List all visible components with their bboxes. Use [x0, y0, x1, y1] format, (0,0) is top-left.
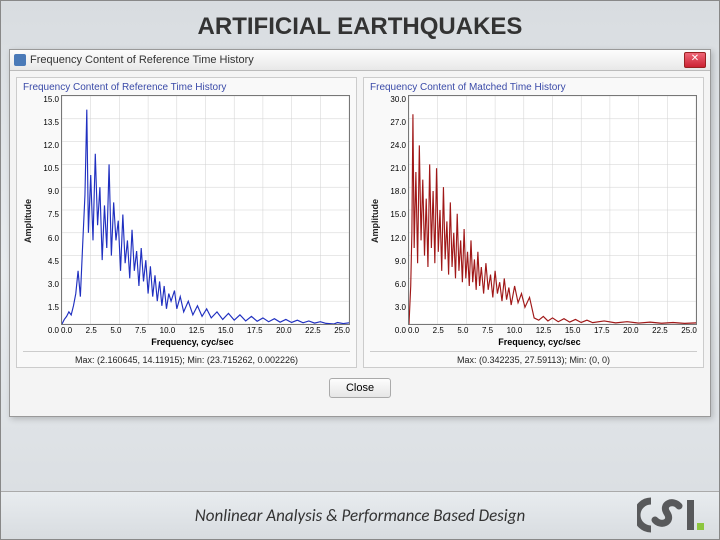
right-plot: [408, 95, 697, 325]
left-chart-title: Frequency Content of Reference Time Hist…: [23, 82, 350, 93]
left-stats: Max: (2.160645, 14.11915); Min: (23.7152…: [23, 351, 350, 365]
right-xlabel: Frequency, cyc/sec: [382, 337, 697, 347]
window-title: Frequency Content of Reference Time Hist…: [30, 54, 254, 66]
left-plot: [61, 95, 350, 325]
close-icon[interactable]: ✕: [684, 52, 706, 68]
footer: Nonlinear Analysis & Performance Based D…: [1, 491, 719, 539]
close-button[interactable]: Close: [329, 378, 391, 398]
left-xlabel: Frequency, cyc/sec: [35, 337, 350, 347]
right-yticks: 30.027.024.021.018.015.012.09.06.03.00.0: [384, 95, 406, 335]
right-xticks: 0.02.55.07.510.012.515.017.520.022.525.0: [408, 325, 697, 335]
right-ylabel: Amplitude: [370, 199, 380, 243]
titlebar: Frequency Content of Reference Time Hist…: [10, 50, 710, 71]
right-chart-title: Frequency Content of Matched Time Histor…: [370, 82, 697, 93]
left-yticks: 15.013.512.010.59.07.56.04.53.01.50.0: [37, 95, 59, 335]
window-body: Frequency Content of Reference Time Hist…: [10, 71, 710, 416]
csi-logo-icon: [637, 497, 705, 533]
left-ylabel: Amplitude: [23, 199, 33, 243]
right-stats: Max: (0.342235, 27.59113); Min: (0, 0): [370, 351, 697, 365]
left-xticks: 0.02.55.07.510.012.515.017.520.022.525.0: [61, 325, 350, 335]
left-panel: Frequency Content of Reference Time Hist…: [16, 77, 357, 368]
app-icon: [14, 54, 26, 66]
footer-text: Nonlinear Analysis & Performance Based D…: [195, 505, 525, 526]
page-title: ARTIFICIAL EARTHQUAKES: [1, 1, 719, 49]
right-panel: Frequency Content of Matched Time Histor…: [363, 77, 704, 368]
dialog-window: Frequency Content of Reference Time Hist…: [9, 49, 711, 417]
